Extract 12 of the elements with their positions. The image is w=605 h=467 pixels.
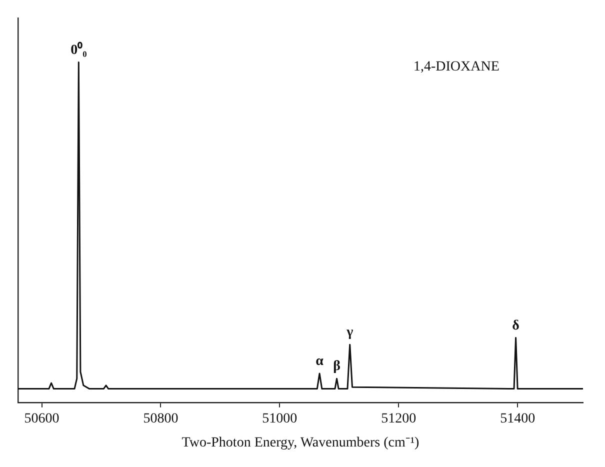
annotation: β [333, 359, 340, 374]
annotation: 0⁰₀ [70, 40, 87, 58]
x-tick-label: 50800 [143, 411, 178, 426]
x-tick-label: 51400 [500, 411, 536, 426]
x-tick-label: 51000 [262, 411, 298, 426]
x-axis-title: Two-Photon Energy, Wavenumbers (cm⁻¹) [182, 435, 420, 450]
annotation: α [316, 354, 324, 370]
annotation: δ [512, 318, 520, 334]
annotation: 1,4-DIOXANE [414, 60, 500, 75]
x-tick-label: 51200 [381, 411, 416, 426]
x-tick-label: 50600 [24, 411, 60, 426]
annotation: γ [346, 325, 354, 340]
